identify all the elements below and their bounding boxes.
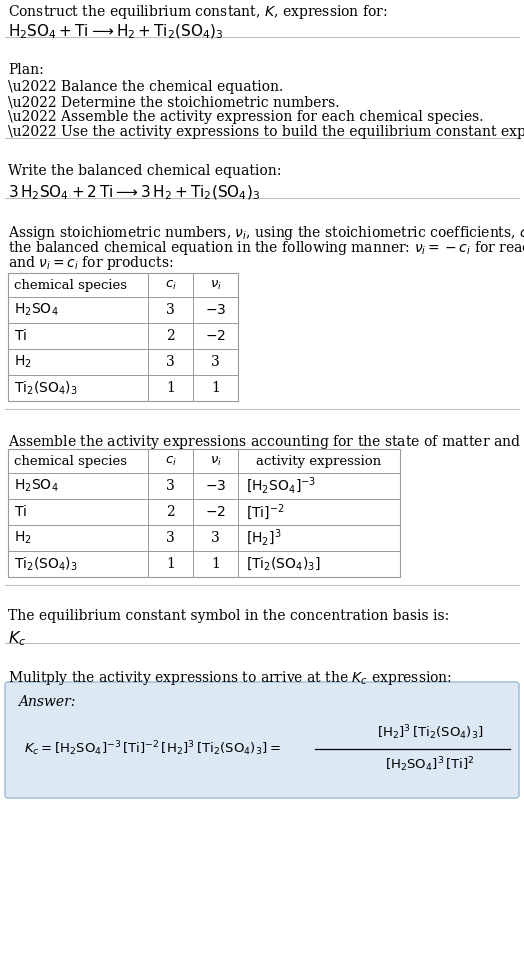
Text: 1: 1 [166,381,175,395]
Bar [8,449,400,577]
Text: $\mathrm{Ti_2(SO_4)_3}$: $\mathrm{Ti_2(SO_4)_3}$ [14,380,78,397]
Text: $[\mathrm{Ti_2(SO_4)_3}]$: $[\mathrm{Ti_2(SO_4)_3}]$ [246,555,321,573]
Text: Construct the equilibrium constant, $K$, expression for:: Construct the equilibrium constant, $K$,… [8,3,388,21]
Text: $\mathrm{Ti}$: $\mathrm{Ti}$ [14,329,27,343]
Text: $[\mathrm{H_2}]^3\,[\mathrm{Ti_2(SO_4)_3}]$: $[\mathrm{H_2}]^3\,[\mathrm{Ti_2(SO_4)_3… [377,723,483,742]
Text: 3: 3 [211,531,220,545]
Text: $\mathrm{H_2SO_4}$: $\mathrm{H_2SO_4}$ [14,302,59,318]
Text: $[\mathrm{Ti}]^{-2}$: $[\mathrm{Ti}]^{-2}$ [246,503,285,522]
Text: \u2022 Determine the stoichiometric numbers.: \u2022 Determine the stoichiometric numb… [8,95,340,109]
Text: 3: 3 [166,355,175,369]
FancyBboxPatch shape [5,682,519,798]
Text: $c_i$: $c_i$ [165,455,177,468]
Text: 2: 2 [166,329,175,343]
Text: 3: 3 [166,479,175,493]
Text: $-3$: $-3$ [205,479,226,493]
Text: Answer:: Answer: [18,695,75,709]
Text: $\mathrm{3\,H_2SO_4 + 2\,Ti \longrightarrow 3\,H_2 + Ti_2(SO_4)_3}$: $\mathrm{3\,H_2SO_4 + 2\,Ti \longrightar… [8,184,260,202]
Text: activity expression: activity expression [256,455,381,467]
Text: $\mathrm{H_2}$: $\mathrm{H_2}$ [14,529,32,547]
Text: $\nu_i$: $\nu_i$ [210,455,222,468]
Text: 2: 2 [166,505,175,519]
Text: $K_c$: $K_c$ [8,629,26,647]
Text: $K_c = [\mathrm{H_2SO_4}]^{-3}\,[\mathrm{Ti}]^{-2}\,[\mathrm{H_2}]^3\,[\mathrm{T: $K_c = [\mathrm{H_2SO_4}]^{-3}\,[\mathrm… [24,739,281,759]
Text: 3: 3 [211,355,220,369]
Text: $-2$: $-2$ [205,505,226,519]
Text: and $\nu_i = c_i$ for products:: and $\nu_i = c_i$ for products: [8,254,173,272]
Text: 1: 1 [166,557,175,571]
Bar [8,273,238,401]
Text: Assign stoichiometric numbers, $\nu_i$, using the stoichiometric coefficients, $: Assign stoichiometric numbers, $\nu_i$, … [8,224,524,242]
Text: Mulitply the activity expressions to arrive at the $K_c$ expression:: Mulitply the activity expressions to arr… [8,669,452,687]
Text: chemical species: chemical species [14,455,127,467]
Text: 1: 1 [211,381,220,395]
Text: $\mathrm{Ti_2(SO_4)_3}$: $\mathrm{Ti_2(SO_4)_3}$ [14,555,78,573]
Text: $\mathrm{H_2SO_4 + Ti \longrightarrow H_2 + Ti_2(SO_4)_3}$: $\mathrm{H_2SO_4 + Ti \longrightarrow H_… [8,23,224,41]
Text: \u2022 Assemble the activity expression for each chemical species.: \u2022 Assemble the activity expression … [8,110,484,124]
Text: \u2022 Use the activity expressions to build the equilibrium constant expression: \u2022 Use the activity expressions to b… [8,125,524,139]
Text: The equilibrium constant symbol in the concentration basis is:: The equilibrium constant symbol in the c… [8,609,449,623]
Text: $\nu_i$: $\nu_i$ [210,278,222,292]
Text: \u2022 Balance the chemical equation.: \u2022 Balance the chemical equation. [8,80,283,94]
Text: $[\mathrm{H_2}]^3$: $[\mathrm{H_2}]^3$ [246,527,281,549]
Text: 1: 1 [211,557,220,571]
Text: Plan:: Plan: [8,63,43,77]
Text: $[\mathrm{H_2SO_4}]^3\,[\mathrm{Ti}]^2$: $[\mathrm{H_2SO_4}]^3\,[\mathrm{Ti}]^2$ [385,756,475,774]
Text: $-3$: $-3$ [205,303,226,317]
Text: Write the balanced chemical equation:: Write the balanced chemical equation: [8,164,281,178]
Text: $c_i$: $c_i$ [165,278,177,292]
Text: $-2$: $-2$ [205,329,226,343]
Text: Assemble the activity expressions accounting for the state of matter and $\nu_i$: Assemble the activity expressions accoun… [8,433,524,451]
Text: $[\mathrm{H_2SO_4}]^{-3}$: $[\mathrm{H_2SO_4}]^{-3}$ [246,476,316,496]
Text: $\mathrm{H_2}$: $\mathrm{H_2}$ [14,354,32,370]
Text: $\mathrm{Ti}$: $\mathrm{Ti}$ [14,504,27,520]
Text: the balanced chemical equation in the following manner: $\nu_i = -c_i$ for react: the balanced chemical equation in the fo… [8,239,524,257]
Text: $\mathrm{H_2SO_4}$: $\mathrm{H_2SO_4}$ [14,478,59,494]
Text: chemical species: chemical species [14,278,127,292]
Text: 3: 3 [166,303,175,317]
Text: 3: 3 [166,531,175,545]
